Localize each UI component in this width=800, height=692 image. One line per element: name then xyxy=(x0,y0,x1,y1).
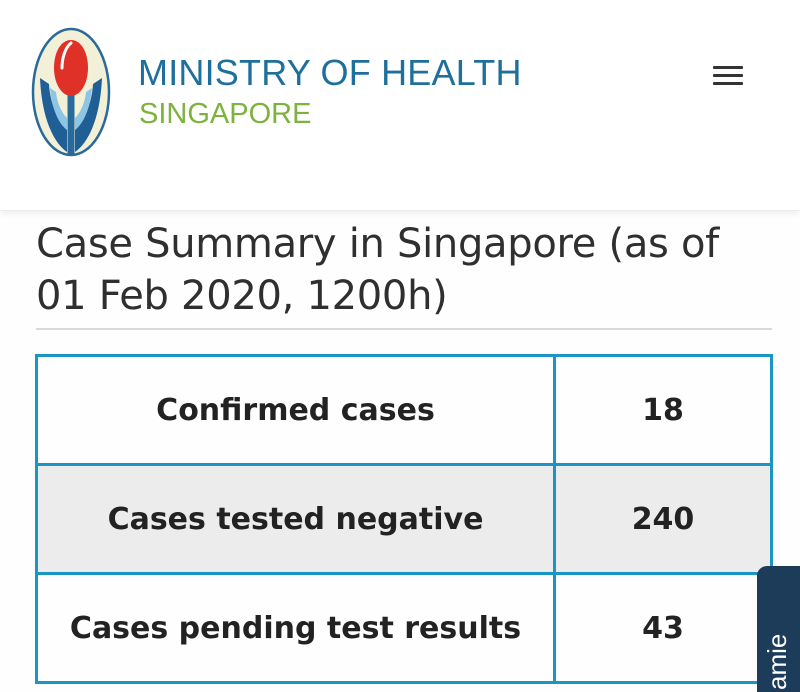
row-label-pending: Cases pending test results xyxy=(35,572,556,684)
page-title: Case Summary in Singapore (as of 01 Feb … xyxy=(36,221,719,319)
case-summary-table: Confirmed cases 18 Cases tested negative… xyxy=(35,354,773,684)
table-row: Cases tested negative 240 xyxy=(35,463,773,575)
table-row: Cases pending test results 43 xyxy=(35,572,773,684)
moh-logo-icon[interactable] xyxy=(30,26,112,158)
row-value-negative: 240 xyxy=(553,463,773,575)
side-tab-label: amie xyxy=(762,633,792,690)
org-name: MINISTRY OF HEALTH xyxy=(138,52,522,93)
row-value-pending: 43 xyxy=(553,572,773,684)
menu-line xyxy=(713,74,743,77)
menu-line xyxy=(713,82,743,85)
hamburger-menu-icon[interactable] xyxy=(708,58,748,92)
table-row: Confirmed cases 18 xyxy=(35,354,773,466)
menu-line xyxy=(713,66,743,69)
org-subtitle: SINGAPORE xyxy=(139,98,312,130)
site-header: MINISTRY OF HEALTH SINGAPORE xyxy=(0,0,800,211)
row-label-negative: Cases tested negative xyxy=(35,463,556,575)
side-feedback-tab[interactable]: amie xyxy=(757,566,800,692)
title-divider xyxy=(36,328,772,330)
row-value-confirmed: 18 xyxy=(553,354,773,466)
row-label-confirmed: Confirmed cases xyxy=(35,354,556,466)
